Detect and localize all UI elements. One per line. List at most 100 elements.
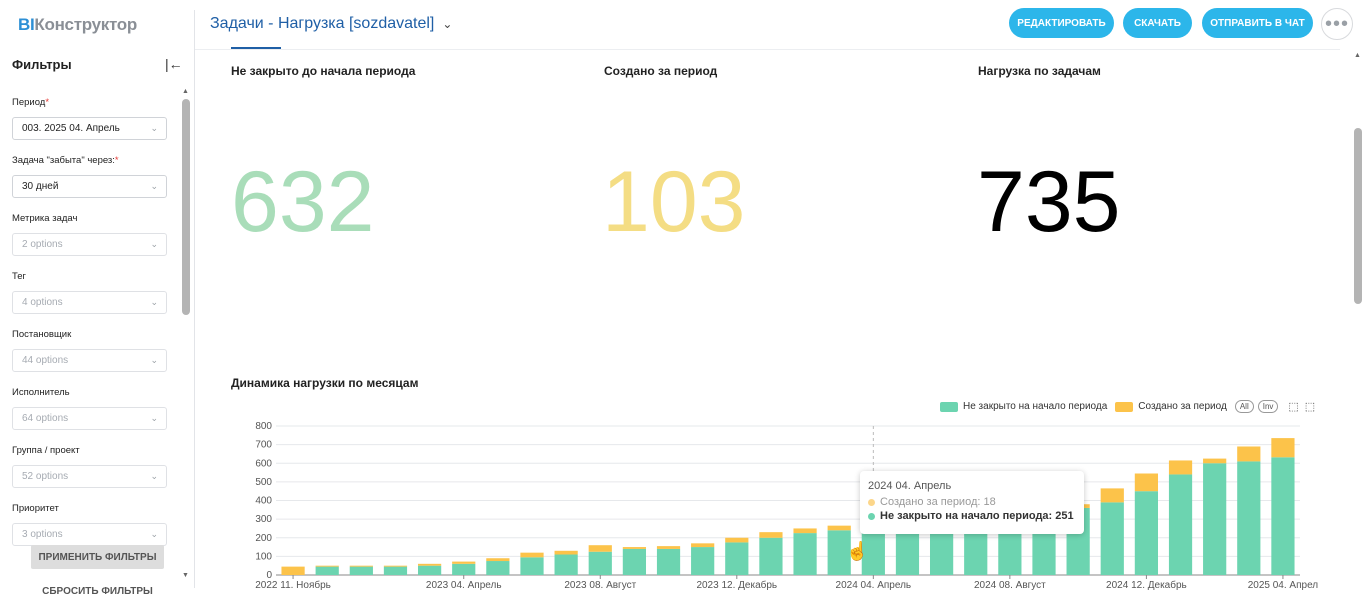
filter-select-value: 64 options: [22, 413, 69, 424]
bar-created: [520, 552, 544, 558]
bar-open: [383, 566, 408, 575]
chevron-down-icon: ⌄: [150, 471, 158, 481]
bar-open: [1271, 457, 1295, 575]
filter-select[interactable]: 64 options ⌄: [12, 407, 167, 430]
x-tick-label: 2024 12. Декабрь: [1106, 579, 1187, 591]
tooltip-dot-created: [868, 498, 875, 506]
bar-created: [793, 528, 817, 534]
apply-filters-button[interactable]: ПРИМЕНИТЬ ФИЛЬТРЫ: [31, 545, 164, 569]
filter-select[interactable]: 003. 2025 04. Апрель ⌄: [12, 117, 167, 140]
bar-open: [452, 563, 476, 575]
bar-created: [827, 525, 851, 531]
filter-label-text: Период: [12, 97, 46, 108]
filter-label-text: Постановщик: [12, 329, 72, 340]
collapse-sidebar-icon[interactable]: |←: [165, 56, 183, 72]
bar-open: [759, 537, 783, 575]
header-divider: [195, 49, 1340, 50]
dashboard-title: Задачи - Нагрузка [sozdavatel]: [210, 15, 435, 32]
filter-select[interactable]: 44 options ⌄: [12, 349, 167, 372]
filter-label: Постановщик: [12, 329, 71, 340]
bar-created: [725, 537, 749, 543]
legend-swatch-created: [1115, 401, 1134, 412]
legend-item-created[interactable]: Создано за период: [1115, 401, 1227, 412]
bar-created: [588, 545, 612, 552]
bar-created: [383, 565, 408, 567]
kpi-value-open: 632: [231, 154, 375, 250]
legend-item-open[interactable]: Не закрыто на начало периода: [940, 401, 1107, 412]
filter-label-text: Приоритет: [12, 503, 59, 514]
bar-open: [554, 554, 578, 575]
bar-open: [656, 548, 681, 575]
x-tick-label: 2024 04. Апрель: [836, 580, 912, 591]
filters-title: Фильтры: [12, 57, 72, 72]
scroll-down-arrow-icon[interactable]: ▼: [182, 572, 189, 579]
bar-created: [486, 558, 510, 562]
load-dynamics-chart: 0 100 200 300 400 500 600 700 800 2022 11. Ноябрь…: [255, 421, 1319, 591]
bar-created: [349, 565, 373, 567]
zoom-select-icon[interactable]: ⬚: [1288, 401, 1299, 413]
x-tick-label: 2025 04. Апрел: [1248, 580, 1319, 591]
zoom-reset-icon[interactable]: ⬚: [1304, 401, 1316, 413]
filter-label: Группа / проект: [12, 445, 80, 456]
bar-open: [827, 530, 851, 575]
scroll-up-arrow-icon[interactable]: ▲: [182, 88, 189, 95]
bar-open: [622, 548, 647, 575]
tooltip-row-created: Создано за период: 18: [868, 496, 1076, 508]
legend-label-created: Создано за период: [1138, 401, 1227, 412]
edit-button[interactable]: РЕДАКТИРОВАТЬ: [1009, 8, 1114, 38]
bar-created: [1134, 473, 1159, 492]
bar-open: [1134, 491, 1159, 575]
bar-created: [1100, 488, 1124, 503]
bar-created: [622, 547, 647, 549]
dashboard-title-dropdown[interactable]: Задачи - Нагрузка [sozdavatel] ⌄: [210, 15, 452, 33]
y-tick-label: 300: [255, 514, 272, 525]
bar-created: [417, 563, 442, 566]
kpi-title-open: Не закрыто до начала периода: [231, 64, 416, 78]
bar-created: [1168, 460, 1193, 475]
bar-created: [1203, 458, 1227, 464]
tooltip-title: 2024 04. Апрель: [868, 480, 952, 492]
filter-label-text: Группа / проект: [12, 445, 80, 456]
chart-title: Динамика нагрузки по месяцам: [231, 376, 419, 390]
legend-select-all-button[interactable]: All: [1234, 400, 1254, 413]
download-button[interactable]: СКАЧАТЬ: [1123, 8, 1192, 38]
filter-label-text: Метрика задач: [12, 213, 78, 224]
tooltip-open-text: Не закрыто на начало периода: 251: [880, 510, 1074, 522]
more-options-icon[interactable]: •••: [1321, 8, 1353, 40]
filter-label-text: Тег: [12, 271, 27, 282]
bar-open: [520, 557, 544, 575]
send-to-chat-button[interactable]: ОТПРАВИТЬ В ЧАТ: [1202, 8, 1313, 38]
chevron-down-icon: ⌄: [150, 529, 158, 539]
filter-select[interactable]: 30 дней ⌄: [12, 175, 167, 198]
filter-label-text: Исполнитель: [12, 387, 70, 398]
x-tick-label: 2023 08. Август: [564, 580, 636, 591]
kpi-title-created: Создано за период: [604, 64, 718, 78]
filter-select[interactable]: 3 options ⌄: [12, 523, 167, 546]
kpi-value-load: 735: [977, 154, 1121, 250]
bar-created: [1237, 446, 1261, 462]
tooltip-created-text: Создано за период: 18: [880, 496, 996, 508]
filter-select[interactable]: 4 options ⌄: [12, 291, 167, 314]
hand-cursor-icon: ☝: [846, 541, 869, 561]
bar-open: [1100, 502, 1124, 575]
app-logo[interactable]: BIКонструктор: [18, 15, 137, 35]
filter-label: Задача "забыта" через:*: [12, 155, 119, 166]
bar-created: [452, 561, 476, 564]
reset-filters-button[interactable]: СБРОСИТЬ ФИЛЬТРЫ: [42, 585, 153, 597]
chevron-down-icon: ⌄: [442, 17, 453, 31]
top-bar: BIКонструктор Задачи - Нагрузка [sozdava…: [0, 0, 1366, 50]
legend-invert-button[interactable]: Inv: [1257, 400, 1279, 413]
sidebar-scrollbar[interactable]: [182, 99, 190, 315]
main-scroll-up-arrow-icon[interactable]: ▲: [1354, 52, 1361, 59]
filter-select[interactable]: 2 options ⌄: [12, 233, 167, 256]
main-scrollbar[interactable]: [1354, 128, 1362, 304]
bar-created: [315, 565, 339, 567]
bar-created: [1271, 438, 1295, 458]
title-underline: [231, 47, 281, 49]
chart-tooltip: 2024 04. Апрель Создано за период: 18 Не…: [860, 471, 1084, 534]
filter-label: Период*: [12, 97, 49, 108]
filter-select[interactable]: 52 options ⌄: [12, 465, 167, 488]
filters-sidebar: Фильтры |← ▲ ▼ Период* 003. 2025 04. Апре…: [0, 50, 194, 603]
chevron-down-icon: ⌄: [150, 413, 158, 423]
bar-open: [1237, 461, 1261, 575]
